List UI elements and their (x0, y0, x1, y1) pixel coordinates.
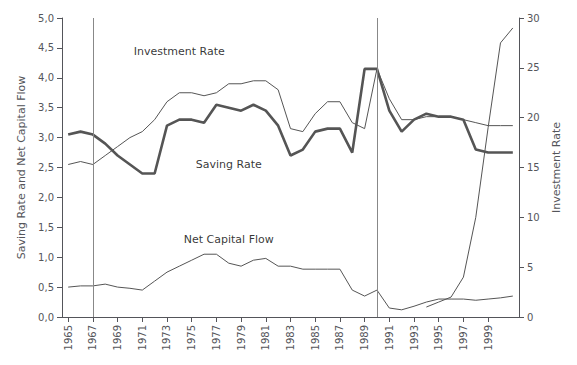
svg-text:1973: 1973 (161, 325, 172, 350)
svg-text:5,0: 5,0 (38, 13, 54, 24)
svg-text:1997: 1997 (458, 325, 469, 350)
svg-text:1999: 1999 (483, 325, 494, 350)
svg-text:1983: 1983 (285, 325, 296, 350)
svg-text:2,5: 2,5 (38, 162, 54, 173)
svg-text:1977: 1977 (211, 325, 222, 350)
svg-text:1,5: 1,5 (38, 222, 54, 233)
svg-text:1965: 1965 (63, 325, 74, 350)
svg-text:1987: 1987 (334, 325, 345, 350)
svg-text:1971: 1971 (137, 325, 148, 350)
svg-text:4,0: 4,0 (38, 72, 54, 83)
svg-text:0: 0 (527, 312, 533, 323)
svg-text:15: 15 (527, 162, 540, 173)
svg-text:Saving Rate: Saving Rate (196, 158, 262, 171)
svg-text:0,5: 0,5 (38, 282, 54, 293)
svg-text:1989: 1989 (359, 325, 370, 350)
svg-text:1,0: 1,0 (38, 252, 54, 263)
svg-text:4,5: 4,5 (38, 42, 54, 53)
svg-text:0,0: 0,0 (38, 312, 54, 323)
svg-text:Net Capital Flow: Net Capital Flow (184, 233, 274, 246)
svg-text:Investment Rate: Investment Rate (134, 45, 225, 58)
svg-text:1979: 1979 (236, 325, 247, 350)
svg-text:1985: 1985 (310, 325, 321, 350)
svg-text:Saving Rate and Net Capital Fl: Saving Rate and Net Capital Flow (15, 76, 28, 260)
svg-text:5: 5 (527, 262, 533, 273)
svg-text:1981: 1981 (260, 325, 271, 350)
svg-text:30: 30 (527, 13, 540, 24)
svg-text:Investment Rate: Investment Rate (550, 122, 563, 213)
svg-text:2,0: 2,0 (38, 192, 54, 203)
svg-text:3,5: 3,5 (38, 102, 54, 113)
svg-text:20: 20 (527, 112, 540, 123)
svg-text:3,0: 3,0 (38, 132, 54, 143)
svg-text:10: 10 (527, 212, 540, 223)
svg-text:1967: 1967 (87, 325, 98, 350)
svg-text:25: 25 (527, 62, 540, 73)
svg-text:1969: 1969 (112, 325, 123, 350)
svg-text:1991: 1991 (384, 325, 395, 350)
svg-text:1993: 1993 (409, 325, 420, 350)
svg-text:1975: 1975 (186, 325, 197, 350)
svg-text:1995: 1995 (433, 325, 444, 350)
